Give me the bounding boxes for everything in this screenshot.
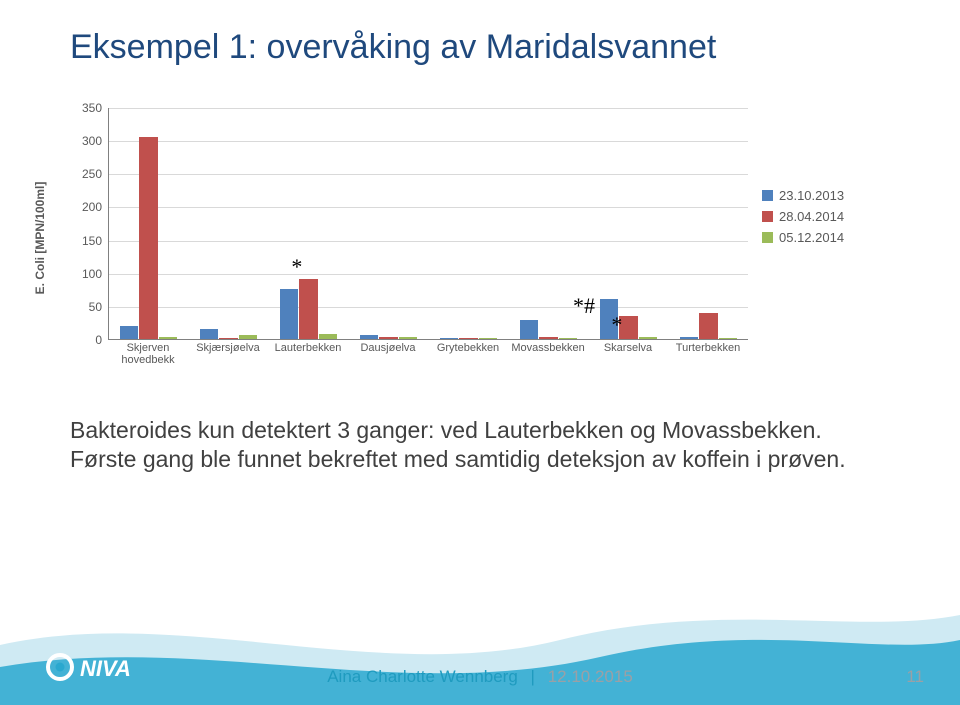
bar bbox=[459, 338, 477, 339]
bar bbox=[239, 335, 257, 339]
y-tick-label: 100 bbox=[82, 267, 102, 281]
legend-item: 23.10.2013 bbox=[762, 188, 902, 203]
x-tick-label: Skarselva bbox=[588, 342, 668, 354]
y-tick-label: 0 bbox=[95, 333, 102, 347]
x-tick-label: Turterbekken bbox=[668, 342, 748, 354]
bar bbox=[219, 338, 237, 339]
bar bbox=[520, 320, 538, 339]
bar bbox=[159, 337, 177, 339]
x-tick-label: Dausjøelva bbox=[348, 342, 428, 354]
legend-swatch bbox=[762, 232, 773, 243]
bar bbox=[699, 313, 717, 340]
y-tick-label: 50 bbox=[89, 300, 102, 314]
y-tick-label: 350 bbox=[82, 101, 102, 115]
y-tick-label: 300 bbox=[82, 134, 102, 148]
footer-page: 11 bbox=[906, 667, 924, 687]
footer: Aina Charlotte Wennberg | 12.10.2015 11 bbox=[0, 667, 960, 687]
legend-swatch bbox=[762, 211, 773, 222]
body-line2: Første gang ble funnet bekreftet med sam… bbox=[70, 446, 846, 472]
page-title: Eksempel 1: overvåking av Maridalsvannet bbox=[70, 28, 716, 67]
bar bbox=[379, 337, 397, 339]
bar bbox=[680, 337, 698, 339]
y-tick-label: 150 bbox=[82, 234, 102, 248]
bar bbox=[200, 329, 218, 339]
legend-label: 28.04.2014 bbox=[779, 209, 844, 224]
bar bbox=[139, 137, 157, 339]
chart-annotation: * bbox=[611, 312, 622, 338]
ecoli-bar-chart: E. Coli [MPN/100ml] 05010015020025030035… bbox=[68, 108, 902, 368]
chart-annotation: * bbox=[291, 254, 302, 280]
y-tick-label: 200 bbox=[82, 200, 102, 214]
bar bbox=[479, 338, 497, 339]
bar bbox=[559, 338, 577, 339]
footer-sep: | bbox=[531, 667, 535, 686]
y-axis-label: E. Coli [MPN/100ml] bbox=[33, 182, 47, 295]
bar bbox=[719, 338, 737, 339]
legend-item: 05.12.2014 bbox=[762, 230, 902, 245]
bar bbox=[539, 337, 557, 339]
legend-swatch bbox=[762, 190, 773, 201]
bar bbox=[299, 279, 317, 339]
footer-date: 12.10.2015 bbox=[548, 667, 633, 686]
x-tick-label: Lauterbekken bbox=[268, 342, 348, 354]
x-tick-label: Grytebekken bbox=[428, 342, 508, 354]
bar bbox=[319, 334, 337, 339]
bar bbox=[399, 337, 417, 339]
x-tick-label: Skjervenhovedbekk bbox=[108, 342, 188, 366]
bar bbox=[440, 338, 458, 339]
legend-item: 28.04.2014 bbox=[762, 209, 902, 224]
body-text: Bakteroides kun detektert 3 ganger: ved … bbox=[70, 416, 890, 474]
chart-annotation: *# bbox=[573, 293, 595, 319]
bar bbox=[120, 326, 138, 339]
chart-legend: 23.10.2013 28.04.2014 05.12.2014 bbox=[762, 188, 902, 251]
x-tick-label: Movassbekken bbox=[508, 342, 588, 354]
legend-label: 05.12.2014 bbox=[779, 230, 844, 245]
x-tick-label: Skjærsjøelva bbox=[188, 342, 268, 354]
y-tick-label: 250 bbox=[82, 167, 102, 181]
bar bbox=[360, 335, 378, 339]
bar bbox=[280, 289, 298, 339]
legend-label: 23.10.2013 bbox=[779, 188, 844, 203]
bar bbox=[639, 337, 657, 339]
body-line1: Bakteroides kun detektert 3 ganger: ved … bbox=[70, 417, 822, 443]
footer-author: Aina Charlotte Wennberg bbox=[327, 667, 518, 686]
